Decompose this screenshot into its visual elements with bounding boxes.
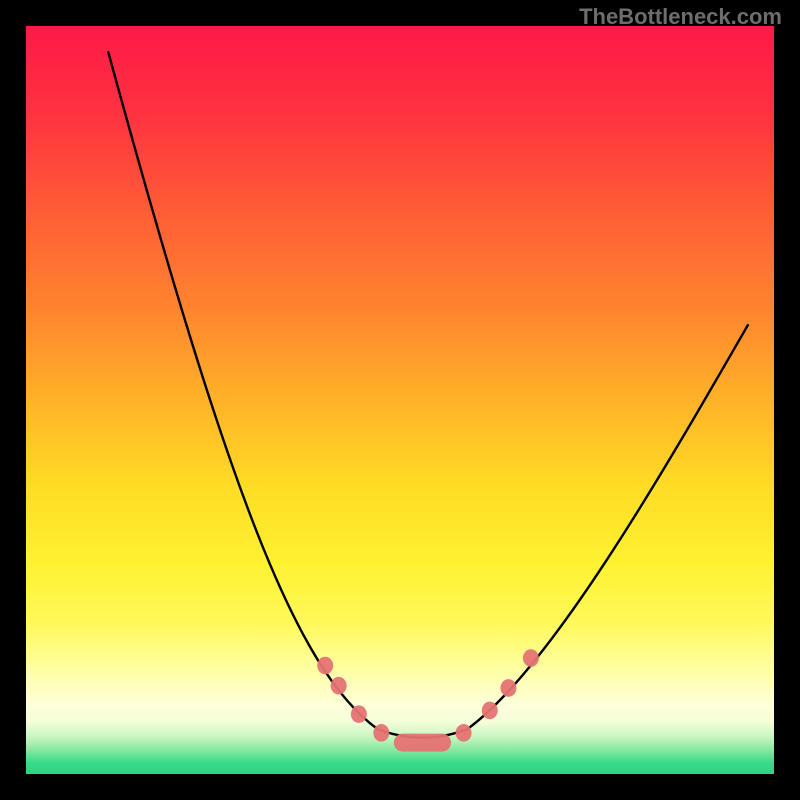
curve-marker [523, 649, 539, 667]
curve-marker [456, 724, 472, 742]
curve-marker [500, 679, 516, 697]
curve-marker [351, 705, 367, 723]
curve-marker [373, 724, 389, 742]
chart-plot-area [26, 26, 774, 774]
curve-marker [317, 657, 333, 675]
bottleneck-chart: TheBottleneck.com [0, 0, 800, 800]
curve-marker [482, 702, 498, 720]
curve-marker [331, 677, 347, 695]
attribution-text: TheBottleneck.com [579, 4, 782, 29]
curve-marker [394, 734, 451, 752]
